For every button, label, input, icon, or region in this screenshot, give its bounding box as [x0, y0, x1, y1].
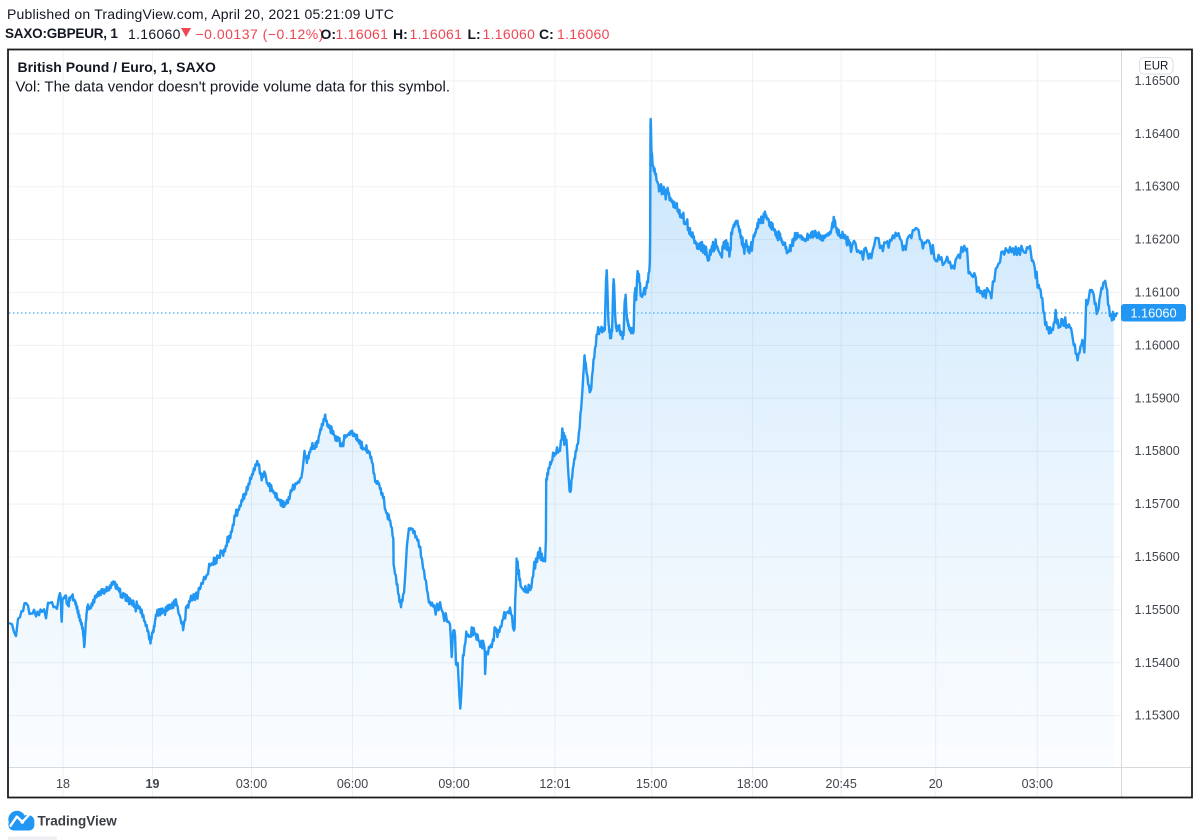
- svg-text:09:00: 09:00: [438, 777, 469, 791]
- svg-text:1.15900: 1.15900: [1135, 391, 1180, 405]
- svg-text:EUR: EUR: [1144, 61, 1168, 73]
- svg-text:1.15600: 1.15600: [1135, 550, 1180, 564]
- svg-text:20: 20: [929, 777, 943, 791]
- svg-text:Vol: The data vendor doesn't p: Vol: The data vendor doesn't provide vol…: [16, 79, 451, 96]
- svg-text:1.15500: 1.15500: [1135, 603, 1180, 617]
- svg-text:12:01: 12:01: [539, 777, 570, 791]
- svg-text:1.15300: 1.15300: [1135, 709, 1180, 723]
- svg-text:1.15700: 1.15700: [1135, 497, 1180, 511]
- svg-text:20:45: 20:45: [826, 777, 857, 791]
- svg-text:1.16500: 1.16500: [1135, 74, 1180, 88]
- svg-text:TradingView: TradingView: [38, 814, 118, 829]
- svg-text:1.16100: 1.16100: [1135, 286, 1180, 300]
- svg-text:15:00: 15:00: [636, 777, 667, 791]
- svg-text:19: 19: [146, 777, 160, 791]
- svg-text:1.15400: 1.15400: [1135, 656, 1180, 670]
- svg-text:18: 18: [56, 777, 70, 791]
- svg-text:1.16400: 1.16400: [1135, 127, 1180, 141]
- svg-text:1.16300: 1.16300: [1135, 180, 1180, 194]
- svg-text:18:00: 18:00: [737, 777, 768, 791]
- svg-text:03:00: 03:00: [236, 777, 267, 791]
- svg-text:03:00: 03:00: [1022, 777, 1053, 791]
- svg-text:British Pound / Euro, 1, SAXO: British Pound / Euro, 1, SAXO: [18, 59, 216, 75]
- svg-text:1.16060: 1.16060: [1130, 306, 1176, 321]
- svg-text:1.16200: 1.16200: [1135, 233, 1180, 247]
- svg-text:1.15800: 1.15800: [1135, 444, 1180, 458]
- svg-text:06:00: 06:00: [337, 777, 368, 791]
- svg-text:1.16000: 1.16000: [1135, 338, 1180, 352]
